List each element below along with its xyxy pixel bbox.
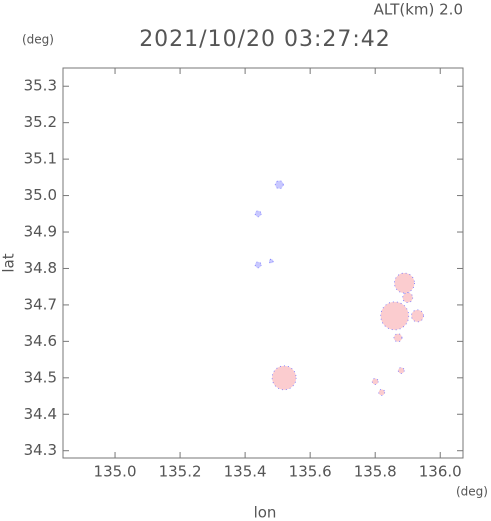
x-tick-label: 135.0 <box>94 463 137 481</box>
echo <box>254 261 262 269</box>
y-unit: (deg) <box>22 33 54 47</box>
echo <box>380 301 410 331</box>
y-tick-label: 34.3 <box>24 441 57 459</box>
echo <box>271 365 297 391</box>
plot-frame <box>62 67 464 459</box>
y-tick-label: 34.7 <box>24 295 57 313</box>
echo <box>371 378 379 385</box>
y-tick-label: 34.9 <box>24 223 57 241</box>
y-tick-label: 34.4 <box>24 405 57 423</box>
echo <box>411 309 424 323</box>
x-tick-label: 135.2 <box>159 463 202 481</box>
echo <box>393 333 403 343</box>
chart-title: 2021/10/20 03:27:42 <box>139 27 391 52</box>
x-tick-label: 135.6 <box>289 463 332 481</box>
y-tick-label: 35.2 <box>24 113 57 131</box>
echo <box>254 210 262 218</box>
x-tick-label: 135.4 <box>224 463 267 481</box>
echo <box>402 292 414 304</box>
echo <box>378 388 386 396</box>
y-tick-label: 35.0 <box>24 186 57 204</box>
x-unit: (deg) <box>456 485 488 499</box>
altitude: ALT(km) 2.0 <box>374 1 463 19</box>
y-tick-label: 34.5 <box>24 368 57 386</box>
y-tick-label: 34.8 <box>24 259 57 277</box>
echo <box>268 258 274 264</box>
y-axis-label: lat <box>0 253 18 272</box>
y-tick-label: 35.3 <box>24 77 57 95</box>
echo <box>394 272 415 294</box>
x-axis-label: lon <box>254 504 277 521</box>
y-tick-label: 35.1 <box>24 150 57 168</box>
x-tick-label: 136.0 <box>419 463 462 481</box>
x-tick-label: 135.8 <box>354 463 397 481</box>
y-tick-label: 34.6 <box>24 332 57 350</box>
echo <box>397 367 405 374</box>
echo <box>274 180 284 190</box>
